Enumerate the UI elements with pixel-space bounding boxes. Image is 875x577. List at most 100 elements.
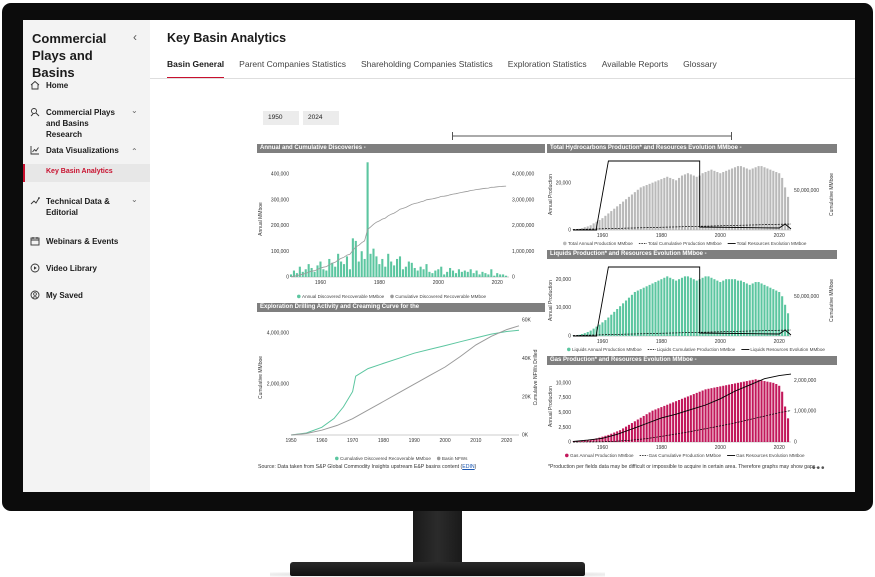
bar <box>710 169 713 230</box>
chart-gas-production: Gas Production* and Resources Evolution … <box>547 356 837 460</box>
legend-swatch <box>563 241 567 246</box>
y2-tick-label: 0K <box>522 433 529 439</box>
sidebar-item-research[interactable]: Commercial Plays and Basins Research ⌄ <box>23 106 150 139</box>
sidebar-item-data-visualizations[interactable]: Data Visualizations ⌃ <box>23 144 150 158</box>
bar <box>334 266 337 277</box>
sidebar-item-my-saved[interactable]: My Saved <box>23 289 150 303</box>
sidebar-item-technical-data[interactable]: Technical Data & Editorial ⌄ <box>23 195 150 221</box>
bar <box>654 181 657 230</box>
home-icon <box>30 80 40 90</box>
year-to-input[interactable]: 2024 <box>303 111 339 125</box>
bar <box>675 180 678 230</box>
bar <box>683 276 686 336</box>
bar <box>586 440 589 442</box>
tab-available-reports[interactable]: Available Reports <box>601 59 669 69</box>
y-tick-label: 0 <box>568 440 571 446</box>
bar <box>454 273 458 277</box>
bar <box>319 261 322 277</box>
legend-swatch <box>565 453 569 458</box>
chevron-left-icon[interactable]: ‹ <box>133 30 137 44</box>
bar <box>325 270 328 277</box>
cumulative-dashed-line <box>572 223 792 230</box>
edin-link[interactable]: EDIN <box>462 464 475 470</box>
sidebar-item-key-basin-analytics[interactable]: Key Basin Analytics <box>23 164 150 182</box>
bar <box>592 328 595 336</box>
main-content: Key Basin Analytics Basin General Parent… <box>150 20 855 492</box>
bar <box>716 172 719 230</box>
chart-svg: 2,000,000 4,000,000 0K 20K 40K 60K 1950 1960 197… <box>258 318 539 461</box>
sidebar-title: Commercial Plays and Basins <box>32 31 107 80</box>
legend-label: Total Annual Production MMboe <box>568 241 633 246</box>
bar <box>722 280 725 336</box>
tab-parent-companies[interactable]: Parent Companies Statistics <box>239 59 346 69</box>
year-range-slider[interactable] <box>452 132 732 140</box>
x-tick-label: 1960 <box>597 445 608 451</box>
x-tick-label: 2020 <box>774 445 785 451</box>
bar <box>616 431 619 442</box>
bar <box>478 274 481 277</box>
data-icon <box>30 196 40 206</box>
bar <box>437 269 440 277</box>
bar <box>707 170 710 230</box>
bar <box>657 180 660 230</box>
monitor-stand-neck <box>413 511 462 567</box>
more-options-icon[interactable]: ••• <box>812 463 826 474</box>
bar <box>648 183 651 230</box>
bar <box>580 440 583 442</box>
bar <box>654 409 657 442</box>
bar <box>713 170 716 230</box>
bar <box>778 173 781 230</box>
y-axis-label: Cumulative MMboe <box>258 356 264 399</box>
bar <box>622 428 625 442</box>
tab-exploration-statistics[interactable]: Exploration Statistics <box>507 59 587 69</box>
bar <box>580 228 583 230</box>
bar <box>589 225 592 230</box>
legend-label: Liquids Cumulative Production MMboe <box>657 347 736 352</box>
legend-label: Total Resources Evolution MMboe <box>737 241 807 246</box>
bar <box>675 401 678 442</box>
bar <box>704 389 707 442</box>
bar <box>760 166 763 230</box>
bar <box>613 432 616 442</box>
bar <box>787 418 790 442</box>
year-from-input[interactable]: 1950 <box>263 111 299 125</box>
bar <box>784 187 787 230</box>
chart-total-hydrocarbons: Total Hydrocarbons Production* and Resou… <box>547 144 837 248</box>
bar <box>781 177 784 230</box>
tab-glossary[interactable]: Glossary <box>683 59 717 69</box>
bar <box>736 166 740 230</box>
bar <box>630 423 633 442</box>
legend-swatch <box>390 294 394 299</box>
bar <box>707 276 710 336</box>
bar <box>689 174 692 230</box>
tab-shareholding-companies[interactable]: Shareholding Companies Statistics <box>360 59 493 69</box>
bar <box>669 277 672 336</box>
bar <box>763 284 766 336</box>
sidebar-item-home[interactable]: Home <box>23 79 150 93</box>
y2-tick-label: 60K <box>522 318 532 324</box>
bar <box>366 162 369 277</box>
bar <box>505 275 508 277</box>
bar <box>372 248 375 277</box>
bar <box>728 279 731 336</box>
y-tick-label: 100,000 <box>271 249 289 255</box>
y2-axis-label: Cumulative MMboe <box>829 173 835 216</box>
bar <box>292 270 295 277</box>
bar <box>701 173 704 230</box>
chart-svg: 0 20,000 50,000,000 1960 1980 2000 2020 Annual … <box>548 160 835 246</box>
bar <box>616 309 619 336</box>
tab-basin-general[interactable]: Basin General <box>167 59 225 79</box>
bar <box>672 179 675 230</box>
bar <box>431 273 434 277</box>
sidebar-item-label: Data Visualizations <box>46 146 119 155</box>
bar <box>651 283 654 336</box>
bar <box>460 271 463 277</box>
bar <box>451 270 455 277</box>
bar <box>645 185 648 230</box>
sidebar-item-video-library[interactable]: Video Library <box>23 262 150 276</box>
sidebar-item-webinars[interactable]: Webinars & Events <box>23 235 150 249</box>
bar <box>404 266 407 277</box>
production-footnote: *Production per fields data may be diffi… <box>548 464 817 470</box>
bar <box>622 303 625 336</box>
